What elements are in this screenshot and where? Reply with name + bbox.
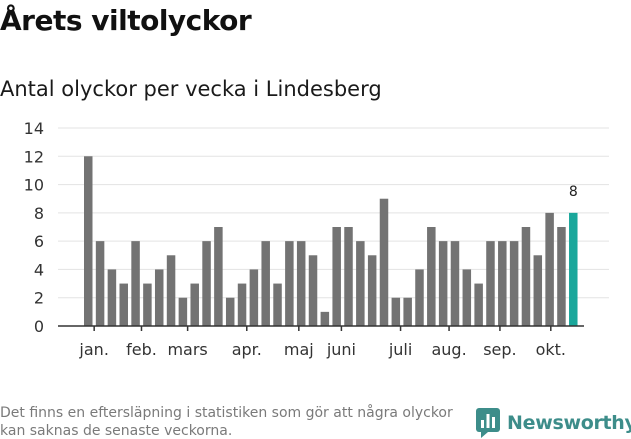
bar — [178, 297, 188, 326]
x-tick-label: okt. — [536, 340, 566, 359]
chart-subtitle: Antal olyckor per vecka i Lindesberg — [0, 77, 382, 101]
bar — [237, 283, 247, 326]
bar — [427, 227, 436, 326]
footnote: Det finns en eftersläpning i statistiken… — [0, 405, 453, 439]
x-tick-label: sep. — [483, 340, 516, 359]
bar — [131, 241, 140, 326]
bar — [143, 283, 152, 326]
x-tick-label: mars — [167, 340, 207, 359]
newsworthy-logo-icon — [476, 408, 500, 438]
bar — [344, 227, 353, 326]
bar-latest-week — [569, 212, 578, 326]
bar — [474, 283, 483, 326]
bar — [84, 156, 93, 326]
bar — [545, 212, 554, 326]
bar — [486, 241, 495, 326]
brand-name: Newsworthy — [507, 412, 631, 434]
bar — [533, 255, 543, 326]
bar — [498, 241, 507, 326]
weekly-accidents-bar-chart: 0 2 4 6 8 10 12 14 jan. feb. mars apr. maj juni juli a… — [24, 119, 609, 359]
y-tick-label: 4 — [34, 260, 44, 279]
data-label-latest-week: 8 — [569, 184, 578, 200]
y-tick-label: 8 — [34, 204, 44, 223]
y-tick-label: 12 — [24, 147, 44, 166]
bar — [202, 241, 211, 326]
bar — [119, 283, 128, 326]
bar — [296, 241, 306, 326]
y-tick-label: 2 — [34, 289, 44, 308]
x-tick-label: apr. — [232, 340, 262, 359]
x-tick-label: juni — [326, 340, 356, 359]
bar — [249, 269, 259, 326]
bar — [154, 269, 164, 326]
bar — [225, 297, 235, 326]
x-tick-label: feb. — [126, 340, 157, 359]
bar — [332, 227, 341, 326]
bar — [557, 227, 566, 326]
bar — [214, 227, 223, 326]
bar — [285, 241, 294, 326]
bar — [166, 255, 176, 326]
x-tick-label: maj — [284, 340, 314, 359]
bar — [308, 255, 318, 326]
x-tick-label: juli — [388, 340, 412, 359]
y-axis-ticks: 0 2 4 6 8 10 12 14 — [24, 119, 44, 336]
y-tick-label: 6 — [34, 232, 44, 251]
bar — [438, 241, 448, 326]
x-tick-label: aug. — [431, 340, 466, 359]
bar — [356, 241, 365, 326]
newsworthy-brand: Newsworthy — [476, 408, 631, 438]
bar — [190, 283, 199, 326]
data-labels: 8 — [569, 184, 578, 200]
bar — [107, 269, 117, 326]
y-tick-label: 0 — [34, 317, 44, 336]
bar — [261, 241, 270, 326]
bars — [84, 156, 578, 326]
bar — [273, 283, 282, 326]
chart-title: Årets viltolyckor — [0, 4, 252, 37]
bar — [403, 297, 412, 326]
bar — [367, 255, 377, 326]
y-tick-label: 14 — [24, 119, 44, 138]
bar — [379, 198, 389, 326]
x-tick-label: jan. — [78, 340, 108, 359]
bar — [320, 311, 330, 326]
bar — [415, 269, 424, 326]
bar — [95, 241, 105, 326]
x-axis-ticks: jan. feb. mars apr. maj juni juli aug. sep. okt. — [78, 326, 566, 359]
bar — [391, 297, 401, 326]
bar — [521, 227, 531, 326]
bar — [462, 269, 472, 326]
bar — [509, 241, 519, 326]
y-tick-label: 10 — [24, 176, 44, 195]
bar — [450, 241, 460, 326]
